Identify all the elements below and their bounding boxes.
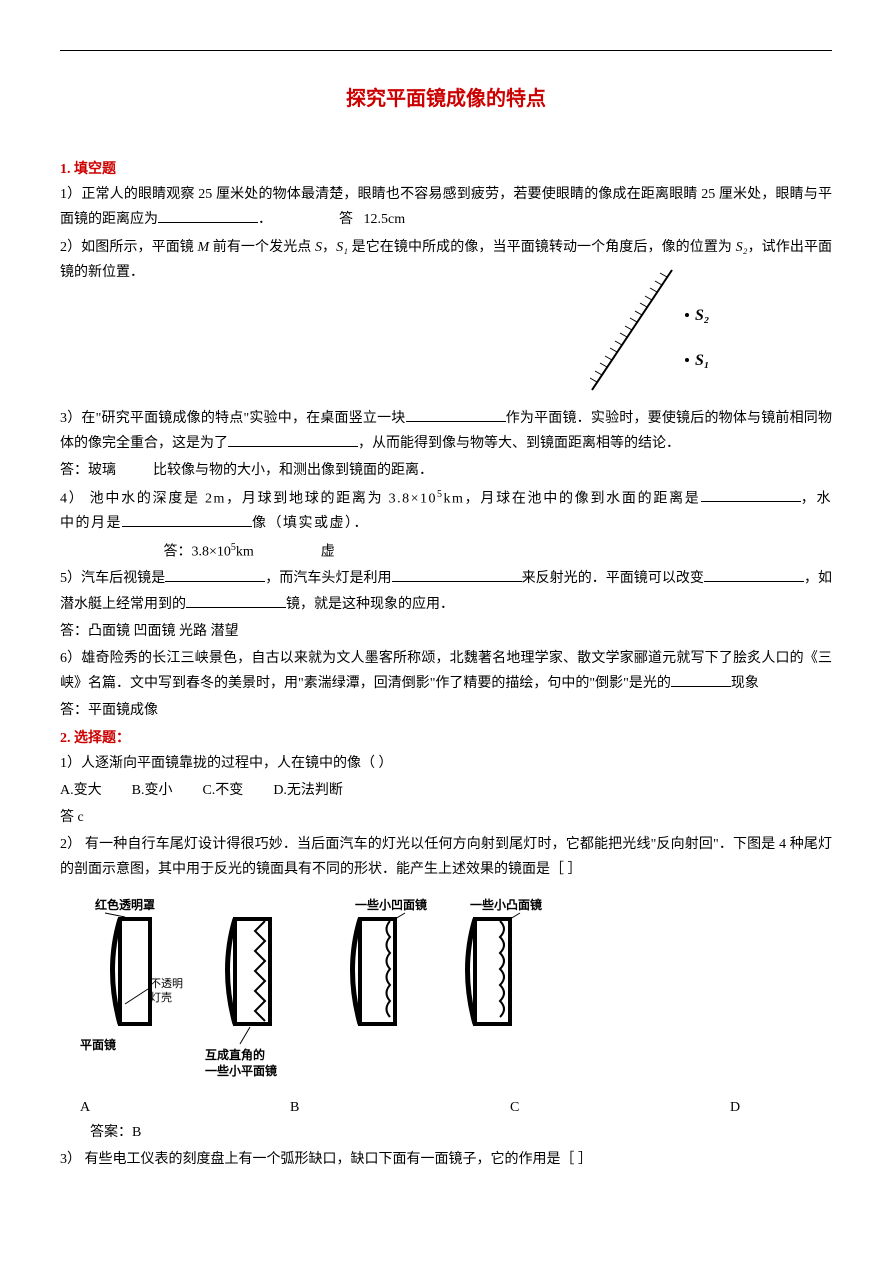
- cap-concave: 一些小凹面镜: [355, 897, 427, 912]
- mc2-answer: 答案：B: [60, 1120, 832, 1145]
- q2-M: M: [197, 240, 209, 255]
- mc2-labelC: C: [510, 1095, 730, 1120]
- q4-ans-label: 答：3.8×10: [164, 544, 231, 559]
- q2-text-c: ，: [322, 240, 336, 255]
- q4-text-a: 4） 池中水的深度是 2m，月球到地球的距离为 3.8×10: [60, 491, 437, 506]
- q4-blank1: [701, 488, 801, 502]
- section-choice-head: 2. 选择题：: [60, 726, 832, 751]
- mc2-labels: A B C D: [60, 1095, 832, 1120]
- mc-question-2: 2） 有一种自行车尾灯设计得很巧妙．当后面汽车的灯光以任何方向射到尾灯时，它都能…: [60, 832, 832, 882]
- question-2: 2）如图所示，平面镜 M 前有一个发光点 S，S₁ 是它在镜中所成的像，当平面镜…: [60, 235, 832, 404]
- q5-text-c: 来反射光的．平面镜可以改变: [522, 571, 704, 586]
- q1-text-b: ．: [258, 212, 272, 227]
- mc1-optC: C.不变: [202, 778, 243, 803]
- q5-blank1: [165, 568, 265, 582]
- q6-blank: [671, 673, 731, 687]
- q6-ans-label: 答：平面镜成像: [60, 703, 158, 718]
- question-5: 5）汽车后视镜是，而汽车头灯是利用来反射光的．平面镜可以改变，如潜水艇上经常用到…: [60, 566, 832, 616]
- mirror-diagram-svg: S₂ S₁: [572, 260, 732, 395]
- mc-question-1: 1）人逐渐向平面镜靠拢的过程中，人在镜中的像（ ）: [60, 751, 832, 776]
- mc3-text: 3） 有些电工仪表的刻度盘上有一个弧形缺口，缺口下面有一面镜子，它的作用是［ ］: [60, 1152, 592, 1167]
- question-3: 3）在"研究平面镜成像的特点"实验中，在桌面竖立一块作为平面镜．实验时，要使镜后…: [60, 406, 832, 456]
- q2-text-d: 是它在镜中所成的像，当平面镜转动一个角度后，像的位置为: [348, 240, 736, 255]
- q2-S: S: [315, 240, 322, 255]
- mc1-text: 1）人逐渐向平面镜靠拢的过程中，人在镜中的像（ ）: [60, 756, 393, 771]
- q2-text-a: 2）如图所示，平面镜: [60, 240, 197, 255]
- mc1-optA: A.变大: [60, 778, 102, 803]
- q1-ans: 12.5cm: [364, 212, 406, 227]
- q5-blank4: [186, 594, 286, 608]
- q3-answer: 答：玻璃 比较像与物的大小，和测出像到镜面的距离．: [60, 458, 832, 483]
- taillight-svg: 红色透明罩 不透明 灯壳 平面镜 互成直角的 一些小平面镜 一些小凹面镜: [60, 889, 620, 1089]
- mc1-answer: 答 c: [60, 805, 832, 830]
- question-6: 6）雄奇险秀的长江三峡景色，自古以来就为文人墨客所称颂，北魏著名地理学家、散文学…: [60, 646, 832, 696]
- mc1-optD: D.无法判断: [273, 778, 343, 803]
- q5-answer: 答：凸面镜 凹面镜 光路 潜望: [60, 619, 832, 644]
- mc2-labelB: B: [290, 1095, 510, 1120]
- cap-right-2: 一些小平面镜: [205, 1063, 277, 1078]
- q4-ans-c: 虚: [321, 544, 335, 559]
- q5-text-b: ，而汽车头灯是利用: [265, 571, 391, 586]
- q2-text-b: 前有一个发光点: [209, 240, 315, 255]
- diagram-s2-label: S₂: [695, 307, 709, 324]
- q3-ans-label: 答：玻璃: [60, 463, 116, 478]
- q4-text-d: 像（填实或虚）．: [252, 516, 369, 531]
- mc1-options: A.变大 B.变小 C.不变 D.无法判断: [60, 778, 832, 803]
- q2-S2: S₂: [736, 240, 748, 255]
- mc2-text: 2） 有一种自行车尾灯设计得很巧妙．当后面汽车的灯光以任何方向射到尾灯时，它都能…: [60, 837, 832, 877]
- q5-blank2: [392, 568, 522, 582]
- q3-blank1: [406, 408, 506, 422]
- q5-text-e: 镜，就是这种现象的应用．: [286, 597, 454, 612]
- question-1: 1）正常人的眼睛观察 25 厘米处的物体最清楚，眼睛也不容易感到疲劳，若要使眼睛…: [60, 182, 832, 232]
- q1-ans-label: 答: [339, 212, 353, 227]
- mc2-labelA: A: [80, 1095, 290, 1120]
- taillight-diagram: 红色透明罩 不透明 灯壳 平面镜 互成直角的 一些小平面镜 一些小凹面镜: [60, 889, 832, 1089]
- top-horizontal-rule: [60, 50, 832, 51]
- q1-blank: [158, 209, 258, 223]
- cap-flat: 平面镜: [80, 1037, 116, 1052]
- question-4: 4） 池中水的深度是 2m，月球到地球的距离为 3.8×105km，月球在池中的…: [60, 486, 832, 537]
- q3-ans-text: 比较像与物的大小，和测出像到镜面的距离．: [153, 463, 433, 478]
- q5-ans-label: 答：凸面镜 凹面镜 光路 潜望: [60, 624, 239, 639]
- q3-text-d: ，从而能得到像与物等大、到镜面距离相等的结论．: [358, 436, 680, 451]
- cap-red: 红色透明罩: [95, 897, 155, 912]
- page-title: 探究平面镜成像的特点: [60, 81, 832, 117]
- q4-ans-b: km: [236, 544, 254, 559]
- q6-text-b: 现象: [731, 676, 759, 691]
- q6-answer: 答：平面镜成像: [60, 698, 832, 723]
- q4-blank2: [122, 513, 252, 527]
- diagram-s1-label: S₁: [695, 352, 709, 369]
- section-fillblank-head: 1. 填空题: [60, 157, 832, 182]
- q4-answer: 答：3.8×105km 虚: [60, 539, 832, 565]
- q5-blank3: [704, 568, 804, 582]
- mc1-optB: B.变小: [132, 778, 173, 803]
- q2-S1: S₁: [336, 240, 348, 255]
- q4-text-b: km，月球在池中的像到水面的距离是: [444, 491, 701, 506]
- cap-opaque-2: 灯壳: [150, 990, 172, 1004]
- cap-convex: 一些小凸面镜: [470, 897, 542, 912]
- q5-text-a: 5）汽车后视镜是: [60, 571, 165, 586]
- q3-text-a: 3）在"研究平面镜成像的特点"实验中，在桌面竖立一块: [60, 411, 406, 426]
- mc2-labelD: D: [730, 1095, 740, 1120]
- cap-opaque-1: 不透明: [150, 977, 183, 990]
- q3-blank2: [228, 433, 358, 447]
- mc-question-3: 3） 有些电工仪表的刻度盘上有一个弧形缺口，缺口下面有一面镜子，它的作用是［ ］: [60, 1147, 832, 1172]
- cap-right-1: 互成直角的: [205, 1047, 265, 1062]
